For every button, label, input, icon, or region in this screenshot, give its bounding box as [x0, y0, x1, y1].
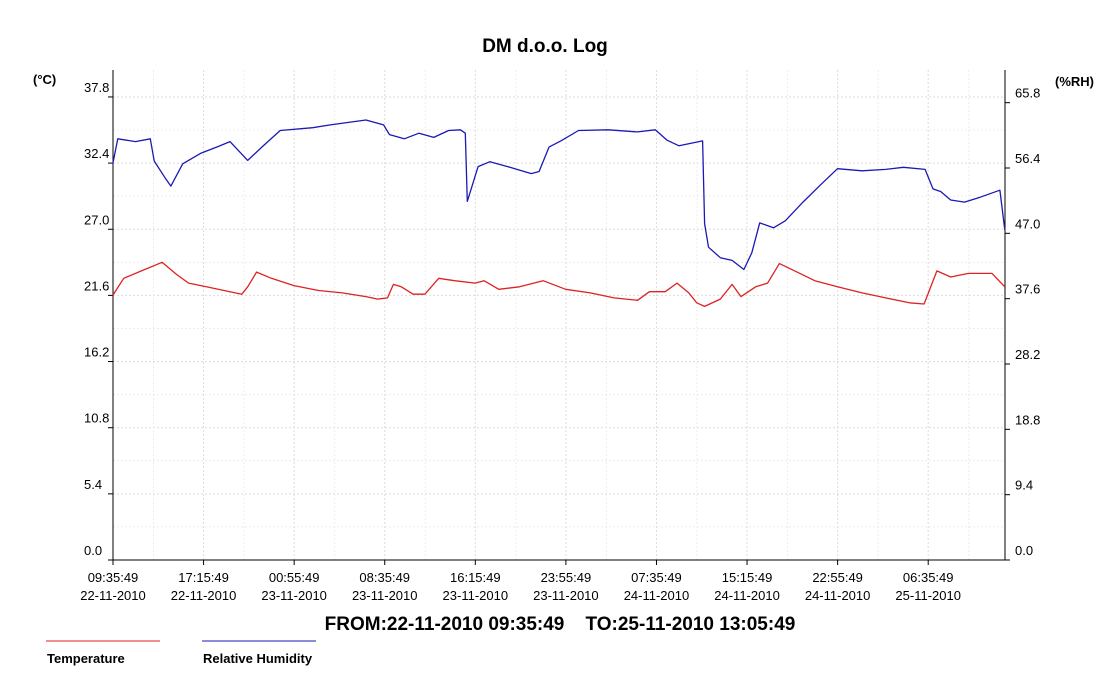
chart-title: DM d.o.o. Log [482, 36, 608, 57]
x-tick-date: 24-11-2010 [805, 588, 871, 603]
x-tick-time: 23:55:49 [541, 570, 592, 585]
y-right-tick-label: 9.4 [1015, 478, 1033, 493]
x-tick-date: 24-11-2010 [624, 588, 690, 603]
legend: Temperature Relative Humidity [46, 640, 316, 666]
x-tick-time: 07:35:49 [631, 570, 682, 585]
y-right-tick-label: 56.4 [1015, 151, 1040, 166]
x-tick-time: 06:35:49 [903, 570, 954, 585]
temperature-series-line [112, 261, 1006, 308]
x-tick-date: 23-11-2010 [533, 588, 599, 603]
y-left-tick-label: 16.2 [84, 345, 109, 360]
y-left-tick-label: 10.8 [84, 411, 109, 426]
y-right-ticks: 0.0 9.4 18.8 28.2 37.6 47.0 56.4 65.8 [1005, 86, 1040, 561]
x-tick-time: 16:15:49 [450, 570, 501, 585]
y-left-unit: (°C) [33, 72, 56, 87]
date-range: FROM:22-11-2010 09:35:49 TO:25-11-2010 1… [325, 614, 796, 635]
y-left-tick-label: 37.8 [84, 80, 109, 95]
y-left-tick-label: 5.4 [84, 477, 102, 492]
x-tick-time: 15:15:49 [722, 570, 773, 585]
x-tick-date: 23-11-2010 [261, 588, 327, 603]
grid-lines [112, 70, 1005, 561]
axes [112, 70, 1006, 561]
y-right-tick-label: 0.0 [1015, 543, 1033, 558]
y-left-tick-label: 21.6 [84, 278, 109, 293]
humidity-series-line [112, 119, 1006, 271]
x-tick-date: 25-11-2010 [895, 588, 961, 603]
x-tick-date: 22-11-2010 [80, 588, 146, 603]
x-tick-time: 22:55:49 [812, 570, 863, 585]
y-right-tick-label: 28.2 [1015, 347, 1040, 362]
y-left-ticks: 0.0 5.4 10.8 16.2 21.6 27.0 32.4 37.8 [84, 80, 113, 561]
x-tick-time: 17:15:49 [178, 570, 229, 585]
x-tick-date: 23-11-2010 [352, 588, 418, 603]
y-right-tick-label: 37.6 [1015, 282, 1040, 297]
legend-temperature-label: Temperature [47, 651, 125, 666]
y-right-unit: (%RH) [1055, 74, 1094, 89]
x-tick-time: 09:35:49 [88, 570, 139, 585]
x-ticks: 09:35:49 22-11-2010 17:15:49 22-11-2010 00:5… [80, 560, 961, 603]
x-tick-time: 00:55:49 [269, 570, 320, 585]
y-right-tick-label: 65.8 [1015, 86, 1040, 101]
x-tick-date: 24-11-2010 [714, 588, 780, 603]
x-tick-date: 22-11-2010 [171, 588, 237, 603]
y-right-tick-label: 47.0 [1015, 216, 1040, 231]
y-left-tick-label: 27.0 [84, 212, 109, 227]
x-tick-time: 08:35:49 [359, 570, 410, 585]
legend-humidity-label: Relative Humidity [203, 651, 313, 666]
y-right-tick-label: 18.8 [1015, 412, 1040, 427]
y-left-tick-label: 0.0 [84, 543, 102, 558]
x-tick-date: 23-11-2010 [443, 588, 509, 603]
series-lines [112, 119, 1006, 308]
y-left-tick-label: 32.4 [84, 146, 109, 161]
